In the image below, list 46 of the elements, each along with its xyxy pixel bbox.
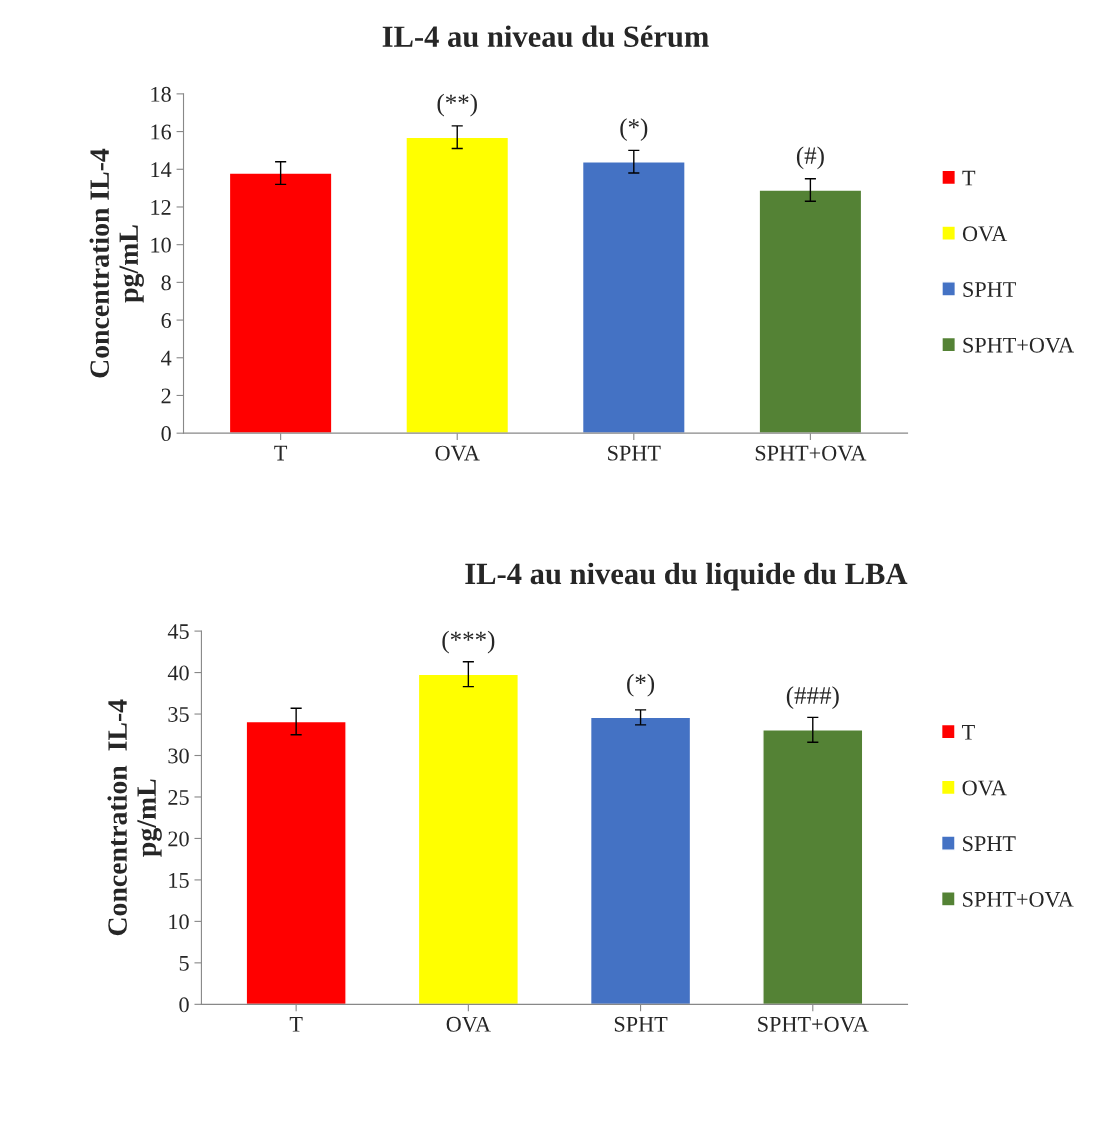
legend-label: OVA [962, 780, 1007, 796]
x-tick-label: OVA [446, 1016, 491, 1032]
y-axis-title: Concentration IL-4 pg/mL [107, 699, 162, 936]
annotation: (*) [627, 673, 655, 697]
y-tick-label: 35 [168, 707, 189, 722]
x-tick-label: SPHT [608, 445, 661, 461]
y-tick-label: 4 [161, 350, 172, 366]
y-tick-label: 12 [151, 199, 171, 215]
annotation: (###) [786, 686, 839, 709]
y-tick-label: 0 [179, 997, 189, 1013]
legend-label: SPHT+OVA [963, 891, 1074, 907]
legend-label: T [962, 170, 976, 186]
chart-title: IL-4 au niveau du Sérum [382, 25, 709, 48]
y-tick-label: 25 [168, 789, 189, 805]
legend-label: SPHT+OVA [963, 337, 1074, 353]
legend-label: SPHT [963, 836, 1016, 852]
y-tick-label: 16 [151, 124, 172, 140]
y-tick-label: 2 [161, 388, 171, 404]
x-tick-label: T [289, 1017, 303, 1032]
y-tick-label: 0 [161, 426, 171, 442]
legend-label: T [962, 724, 975, 740]
y-tick-label: 15 [169, 872, 189, 888]
y-tick-label: 14 [151, 162, 172, 177]
y-tick-label: 18 [151, 86, 171, 102]
chart-title: IL-4 au niveau du liquide du LBA [465, 562, 908, 591]
y-tick-label: 40 [167, 665, 189, 681]
legend-label: SPHT [963, 282, 1016, 297]
y-tick-label: 30 [168, 748, 189, 764]
legend-label: OVA [962, 226, 1008, 242]
x-tick-label: SPHT+OVA [758, 1016, 869, 1032]
y-tick-label: 6 [161, 313, 172, 328]
y-tick-label: 5 [179, 956, 189, 971]
x-tick-label: OVA [435, 445, 480, 461]
x-tick-label: SPHT+OVA [755, 445, 867, 461]
x-tick-label: T [274, 445, 288, 461]
y-tick-label: 20 [168, 831, 189, 847]
annotation: (#) [796, 146, 824, 170]
annotation: (**) [437, 93, 477, 117]
annotation: (***) [442, 630, 495, 654]
y-tick-label: 45 [167, 624, 189, 640]
annotation: (*) [620, 118, 648, 141]
y-tick-label: 10 [169, 914, 189, 930]
y-tick-label: 8 [161, 275, 171, 291]
y-axis-title: Concentration IL-4 pg/mL [89, 148, 144, 378]
y-tick-label: 10 [151, 237, 171, 253]
x-tick-label: SPHT [614, 1016, 668, 1032]
